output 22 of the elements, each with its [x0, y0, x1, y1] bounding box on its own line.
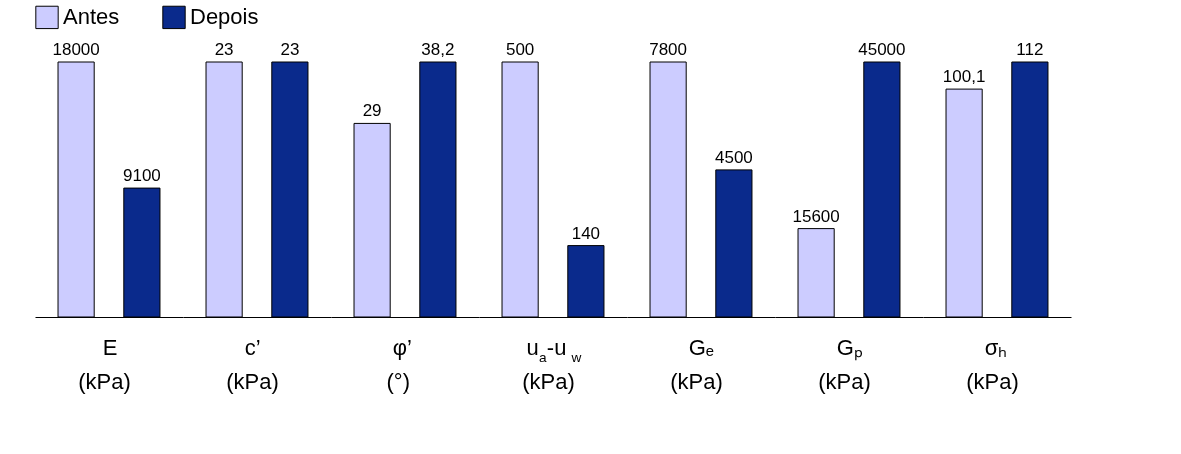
- data-label: 9100: [122, 166, 161, 186]
- data-label: 7800: [649, 40, 688, 59]
- x-tick-label: c’ (kPa): [226, 335, 279, 394]
- data-label: 140: [571, 223, 601, 243]
- data-label: 38,2: [421, 40, 455, 59]
- data-label: 4500: [714, 147, 753, 167]
- x-tick-label: φ’ (°): [386, 335, 412, 394]
- data-label: 23: [214, 40, 234, 59]
- data-label: 23: [280, 40, 300, 59]
- data-label: 29: [362, 101, 382, 121]
- data-label: 112: [1016, 40, 1044, 59]
- data-label: 100,1: [942, 67, 986, 87]
- legend-label: Depois: [190, 4, 259, 30]
- data-label: 15600: [792, 206, 840, 226]
- x-tick-label: Gₑ (kPa): [670, 335, 723, 394]
- x-tick-label: σₕ (kPa): [966, 335, 1019, 394]
- legend-label: Antes: [63, 4, 120, 30]
- data-label: 500: [505, 40, 535, 59]
- x-tick-label: Gₚ (kPa): [818, 335, 871, 394]
- data-label: 45000: [858, 40, 906, 59]
- x-tick-label: E (kPa): [78, 335, 131, 394]
- data-label: 18000: [52, 40, 100, 59]
